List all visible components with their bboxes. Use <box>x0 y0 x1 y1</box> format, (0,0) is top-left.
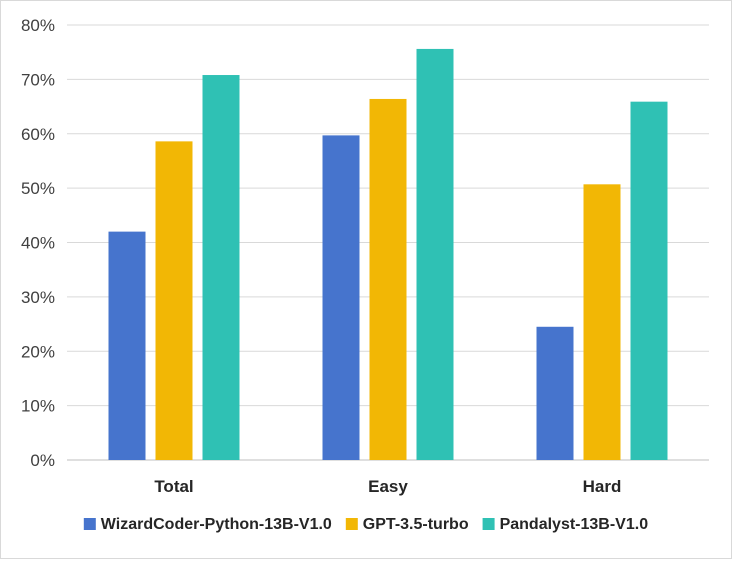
legend: WizardCoder-Python-13B-V1.0 GPT-3.5-turbo… <box>83 516 649 533</box>
bar-total-series-2 <box>155 141 193 461</box>
y-tick-label: 50% <box>21 179 55 198</box>
bar-hard-series-1 <box>536 326 574 460</box>
legend-swatch <box>83 518 96 530</box>
legend-label: Pandalyst-13B-V1.0 <box>500 516 649 533</box>
bar-total-series-3 <box>202 75 240 461</box>
y-tick-label: 0% <box>30 451 55 470</box>
y-tick-label: 40% <box>21 234 55 253</box>
bar-easy-series-2 <box>369 98 407 460</box>
bar-hard-series-3 <box>630 101 668 460</box>
bar-easy-series-1 <box>322 135 360 460</box>
bar-hard-series-2 <box>583 184 621 460</box>
y-tick-label: 30% <box>21 288 55 307</box>
legend-swatch <box>345 518 358 530</box>
bars <box>108 48 668 461</box>
y-tick-label: 60% <box>21 125 55 144</box>
y-tick-label: 10% <box>21 397 55 416</box>
y-tick-label: 20% <box>21 342 55 361</box>
y-tick-label: 80% <box>21 16 55 35</box>
x-tick-label: Total <box>154 477 193 496</box>
bar-total-series-1 <box>108 231 146 460</box>
x-tick-label: Easy <box>368 477 408 496</box>
legend-item: GPT-3.5-turbo <box>345 516 469 533</box>
x-tick-label: Hard <box>583 477 622 496</box>
legend-swatch <box>482 518 495 530</box>
y-axis-tick-labels: 0% 10% 20% 30% 40% 50% 60% 70% 80% <box>21 16 55 470</box>
legend-item: Pandalyst-13B-V1.0 <box>482 516 649 533</box>
legend-item: WizardCoder-Python-13B-V1.0 <box>83 516 332 533</box>
x-axis-tick-labels: Total Easy Hard <box>154 477 621 496</box>
bar-easy-series-3 <box>416 48 454 461</box>
legend-label: GPT-3.5-turbo <box>363 516 469 533</box>
y-tick-label: 70% <box>21 70 55 89</box>
legend-label: WizardCoder-Python-13B-V1.0 <box>101 516 332 533</box>
